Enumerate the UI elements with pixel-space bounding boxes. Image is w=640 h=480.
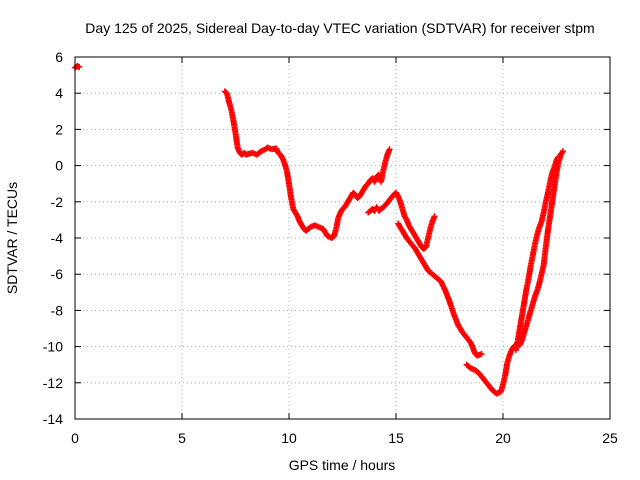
x-tick-label: 0 [71, 430, 79, 446]
data-point [555, 153, 562, 160]
x-tick-label: 15 [388, 430, 404, 446]
y-tick-label: 6 [55, 49, 63, 65]
y-tick-label: 4 [55, 85, 63, 101]
axis-ticks: -14 -12 -10 -8 -6 -4 -2 0 2 4 6 0 5 10 15 20 25 [43, 49, 618, 446]
y-tick-label: -6 [51, 266, 64, 282]
data-point [554, 154, 561, 161]
data-point [559, 149, 566, 156]
y-tick-label: 0 [55, 158, 63, 174]
y-tick-label: -2 [51, 194, 64, 210]
data-point [478, 350, 485, 357]
y-tick-label: -12 [43, 375, 63, 391]
y-tick-label: -4 [51, 230, 64, 246]
x-tick-label: 25 [602, 430, 618, 446]
data-point [76, 63, 83, 70]
data-point [386, 146, 393, 153]
plot-frame [74, 56, 611, 420]
y-tick-label: -10 [43, 339, 63, 355]
data-point [559, 148, 566, 155]
y-tick-label: -8 [51, 302, 64, 318]
x-axis-label: GPS time / hours [289, 457, 396, 473]
data-point [431, 213, 438, 220]
grid [75, 57, 610, 419]
x-tick-label: 5 [178, 430, 186, 446]
x-tick-label: 10 [281, 430, 297, 446]
chart-title: Day 125 of 2025, Sidereal Day-to-day VTE… [85, 20, 594, 36]
x-tick-label: 20 [495, 430, 511, 446]
y-tick-label: 2 [55, 121, 63, 137]
data-points [72, 63, 566, 397]
y-axis-label: SDTVAR / TECUs [4, 182, 20, 294]
y-tick-label: -14 [43, 411, 63, 427]
